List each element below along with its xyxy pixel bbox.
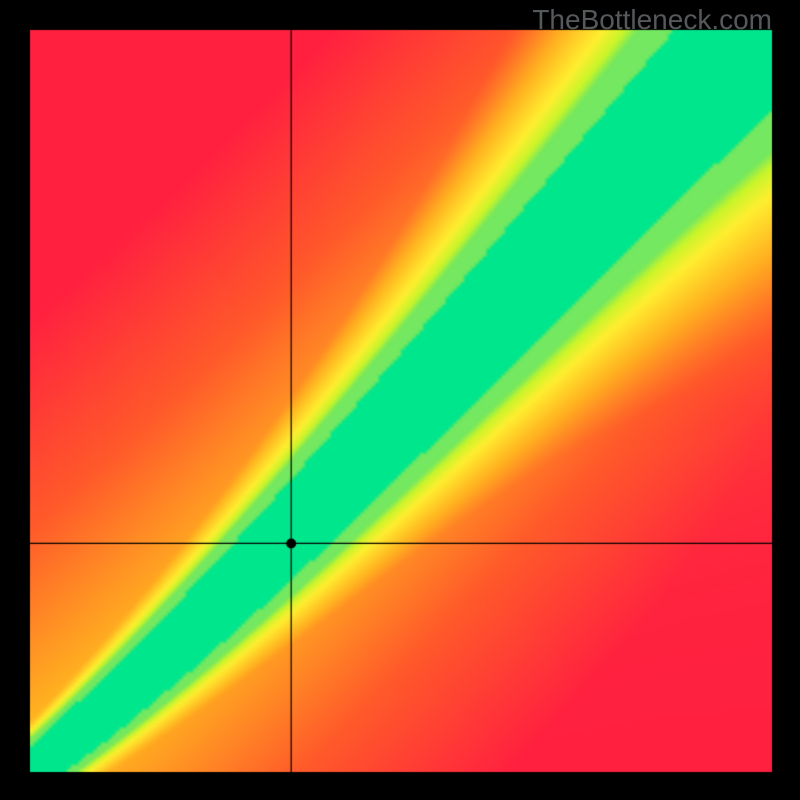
- watermark-text: TheBottleneck.com: [532, 4, 772, 36]
- chart-container: TheBottleneck.com: [0, 0, 800, 800]
- bottleneck-heatmap: [0, 0, 800, 800]
